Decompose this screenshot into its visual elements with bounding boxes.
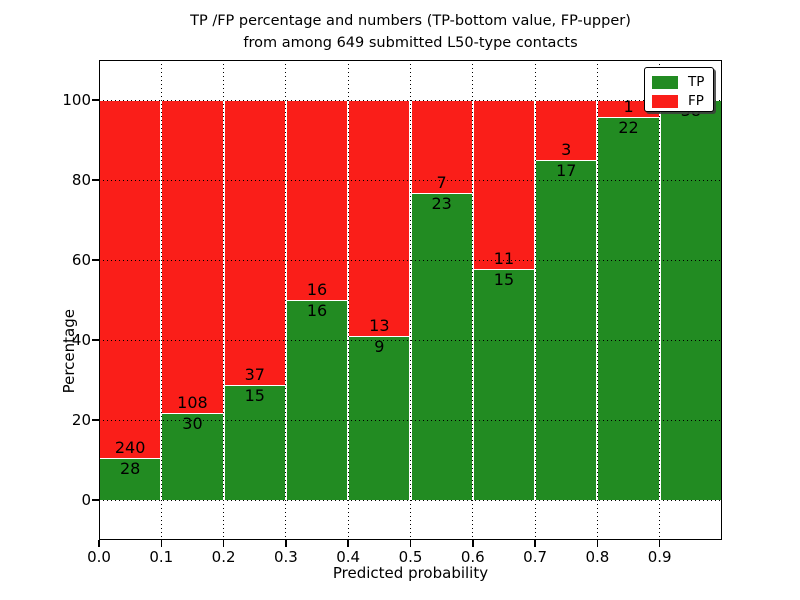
y-tick-mark (92, 99, 99, 101)
gridline-v (596, 60, 598, 540)
x-tick-mark (472, 540, 474, 547)
y-tick-mark (92, 499, 99, 501)
gridline-v (534, 60, 536, 540)
x-tick-label: 0.7 (523, 548, 548, 566)
legend: TP FP (644, 67, 714, 112)
chart-title: TP /FP percentage and numbers (TP-bottom… (99, 10, 722, 54)
x-tick-mark (347, 540, 349, 547)
y-tick-label: 20 (71, 411, 91, 429)
bar-segment-tp (348, 336, 411, 500)
gridline-v (347, 60, 349, 540)
x-tick-label: 0.0 (87, 548, 111, 566)
bar-label-fp: 108 (177, 393, 208, 413)
bar-label-tp: 23 (431, 194, 452, 214)
legend-swatch-fp (652, 94, 678, 108)
bar-label-tp: 9 (374, 337, 385, 357)
plot-area: 2402810830371516161397231115317122038 (99, 60, 722, 540)
bar-label-tp: 22 (618, 118, 639, 138)
y-tick-label: 100 (62, 91, 91, 109)
bar-label-fp: 11 (493, 249, 515, 269)
y-axis-label: Percentage (60, 309, 79, 394)
y-tick-label: 60 (71, 251, 91, 269)
y-tick-label: 80 (71, 171, 91, 189)
bar-segment-fp (223, 100, 286, 385)
x-tick-mark (534, 540, 536, 547)
bar-label-tp: 28 (119, 459, 141, 479)
x-tick-label: 0.3 (273, 548, 298, 566)
bar-label-tp: 15 (493, 270, 515, 290)
bar-segment-fp (410, 100, 473, 194)
x-tick-label: 0.2 (211, 548, 236, 566)
x-tick-mark (596, 540, 599, 547)
chart-title-line2: from among 649 submitted L50-type contac… (243, 35, 578, 51)
x-tick-label: 0.1 (149, 548, 174, 566)
x-tick-label: 0.6 (460, 548, 485, 566)
x-tick-mark (285, 540, 287, 547)
x-tick-mark (222, 540, 225, 547)
bar-segment-tp (472, 269, 536, 500)
y-tick-mark (92, 339, 99, 341)
legend-label-fp: FP (688, 93, 704, 109)
bar-segment-tp (597, 117, 660, 500)
bar-segment-fp (161, 100, 224, 414)
gridline-v (160, 60, 162, 540)
x-tick-mark (658, 540, 661, 547)
bar-label-fp: 37 (244, 364, 265, 384)
bar-label-tp: 16 (306, 301, 328, 320)
bar-label-tp: 30 (182, 414, 203, 434)
legend-item-fp: FP (652, 93, 706, 109)
gridline-v (472, 60, 474, 540)
x-axis-label: Predicted probability (332, 564, 489, 582)
y-tick-mark (92, 419, 99, 421)
bar-label-fp: 240 (114, 438, 146, 458)
bar-segment-tp (410, 193, 473, 500)
bar-label-fp: 13 (369, 316, 390, 336)
y-tick-label: 40 (71, 331, 91, 349)
x-tick-mark (98, 540, 100, 547)
legend-label-tp: TP (688, 74, 705, 90)
bar-segment-fp (535, 100, 598, 160)
bar-segment-tp (535, 160, 598, 500)
bar-label-tp: 15 (244, 385, 265, 405)
legend-item-tp: TP (652, 74, 706, 90)
bar-label-fp: 16 (306, 280, 328, 299)
bar-segment-fp (472, 100, 536, 270)
y-tick-mark (92, 259, 99, 261)
x-tick-mark (160, 540, 163, 547)
y-tick-label: 0 (81, 491, 91, 509)
bar-segment-tp (285, 300, 349, 500)
gridline-v (410, 60, 411, 540)
bar-segment-fp (99, 100, 162, 459)
bar-label-fp: 3 (561, 140, 572, 159)
bar-label-fp: 7 (436, 173, 447, 193)
x-tick-label: 0.8 (585, 548, 610, 566)
bar-label-tp: 17 (556, 161, 577, 180)
x-tick-mark (409, 540, 412, 547)
bar-segment-fp (348, 100, 411, 337)
x-tick-label: 0.9 (647, 548, 672, 566)
bar-segment-tp (223, 384, 286, 500)
gridline-v (659, 60, 661, 540)
legend-swatch-tp (652, 75, 678, 89)
bar-segment-tp (161, 413, 224, 500)
gridline-v (285, 60, 287, 540)
x-tick-label: 0.4 (336, 548, 361, 566)
x-tick-label: 0.5 (398, 548, 423, 566)
bar-segment-fp (285, 100, 349, 300)
y-tick-mark (92, 179, 99, 181)
gridline-v (223, 60, 225, 540)
bar-segment-tp (659, 100, 722, 500)
chart-title-line1: TP /FP percentage and numbers (TP-bottom… (190, 13, 631, 29)
bar-label-fp: 1 (623, 97, 634, 117)
